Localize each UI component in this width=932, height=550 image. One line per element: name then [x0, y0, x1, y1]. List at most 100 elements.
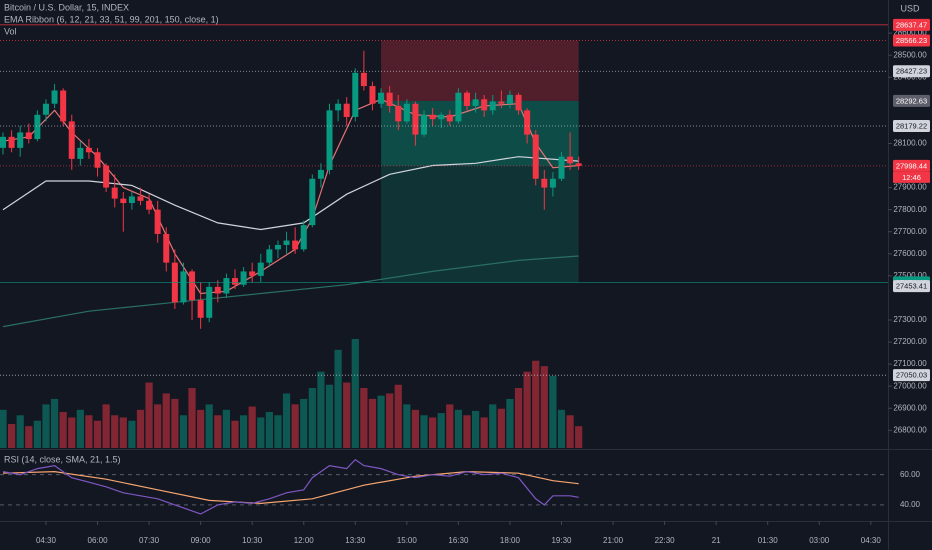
candle-body [455, 92, 462, 122]
volume-bar [282, 393, 291, 448]
price-label: 27453.41 [896, 282, 927, 291]
volume-bar [102, 404, 110, 448]
candle-body [317, 169, 324, 179]
candle-body [214, 286, 221, 294]
volume-bar [360, 388, 368, 448]
x-tick-label: 22:30 [655, 536, 676, 545]
volume-bar [248, 406, 256, 448]
candle-body [506, 94, 513, 104]
candle-body [369, 86, 376, 104]
volume-bar [463, 415, 471, 448]
candle-body [395, 105, 402, 122]
candle-body [51, 90, 58, 104]
candle-body [249, 271, 256, 276]
volume-bar [85, 415, 93, 448]
candle-body [146, 200, 153, 210]
candle-body [524, 110, 531, 135]
candle-body [412, 103, 419, 135]
candle-body [558, 156, 565, 179]
y-tick-label: 27800.00 [893, 205, 927, 214]
price-label-box [893, 119, 930, 132]
volume-bar [76, 409, 84, 448]
x-tick-label: 21 [712, 536, 721, 545]
volume-bar [205, 404, 213, 448]
chart-title: Bitcoin / U.S. Dollar, 15, INDEX [4, 2, 129, 12]
volume-bar [403, 404, 411, 448]
volume-bar [506, 398, 514, 448]
volume-bar [93, 420, 102, 448]
volume-bar [368, 398, 377, 448]
candle-body [8, 136, 15, 148]
candle-body [386, 92, 393, 106]
volume-bar [68, 417, 76, 448]
candle-body [481, 99, 488, 111]
volume-bar [274, 415, 282, 448]
volume-bar [411, 409, 420, 448]
rsi-tick-label: 60.00 [900, 470, 921, 479]
price-label: 28427.23 [896, 67, 927, 76]
volume-bar [351, 338, 359, 448]
currency: USD [900, 3, 920, 13]
rsi-title: RSI (14, close, SMA, 21, 1.5) [4, 454, 121, 464]
candle-body [343, 103, 350, 117]
volume-bar [471, 410, 480, 448]
price-label: 27050.03 [896, 371, 927, 380]
candle-body [541, 178, 548, 188]
candle-body [335, 103, 342, 111]
volume-bar [231, 420, 239, 448]
position-stop-zone [381, 40, 579, 101]
candle-body [60, 90, 67, 122]
volume-bar [566, 415, 574, 448]
volume-bar [50, 398, 59, 448]
volume-bar [523, 371, 531, 448]
y-tick-label: 27600.00 [893, 249, 927, 258]
candle-body [446, 114, 453, 122]
rsi-tick-label: 40.00 [900, 500, 921, 509]
volume-bar [42, 404, 50, 448]
indicator-line [2, 470, 579, 505]
volume-bar [420, 415, 428, 448]
candle-body [111, 187, 118, 199]
volume-bar [489, 404, 497, 448]
volume-bar [257, 417, 265, 448]
candle-body [438, 114, 445, 120]
candle-body [489, 101, 496, 111]
volume-bar [59, 412, 67, 448]
candle-body [85, 147, 92, 153]
y-tick-label: 27700.00 [893, 227, 927, 236]
candle-body [498, 101, 505, 104]
volume-bar [291, 404, 299, 448]
y-tick-label: 28500.00 [893, 50, 927, 59]
candle-body [378, 92, 385, 104]
volume-bar [325, 384, 334, 448]
candle-body [25, 132, 32, 140]
volume-bar [179, 415, 188, 448]
candle-body [137, 196, 144, 201]
x-tick-label: 03:00 [809, 536, 830, 545]
price-label-box [893, 34, 930, 47]
candle-body [283, 240, 290, 245]
candle-body [421, 114, 428, 135]
volume-bar [429, 417, 437, 448]
volume-bar [239, 415, 248, 448]
x-tick-label: 13:30 [345, 536, 366, 545]
candle-body [240, 271, 247, 285]
candle-body [189, 271, 196, 301]
volume-bar [171, 398, 179, 448]
volume-bar [265, 412, 273, 448]
candle-body [360, 72, 367, 87]
volume-bar [197, 409, 205, 448]
candle-body [94, 152, 101, 168]
candle-body [326, 110, 333, 170]
candle-body [120, 198, 127, 204]
volume-bar [136, 409, 145, 448]
volume-bar [317, 371, 325, 448]
price-label-box [893, 18, 930, 31]
x-tick-label: 18:00 [500, 536, 521, 545]
price-label-box [893, 65, 930, 78]
candle-body [575, 163, 582, 166]
volume-bar [540, 366, 548, 448]
volume-bar [300, 398, 308, 448]
candle-body [103, 165, 110, 188]
